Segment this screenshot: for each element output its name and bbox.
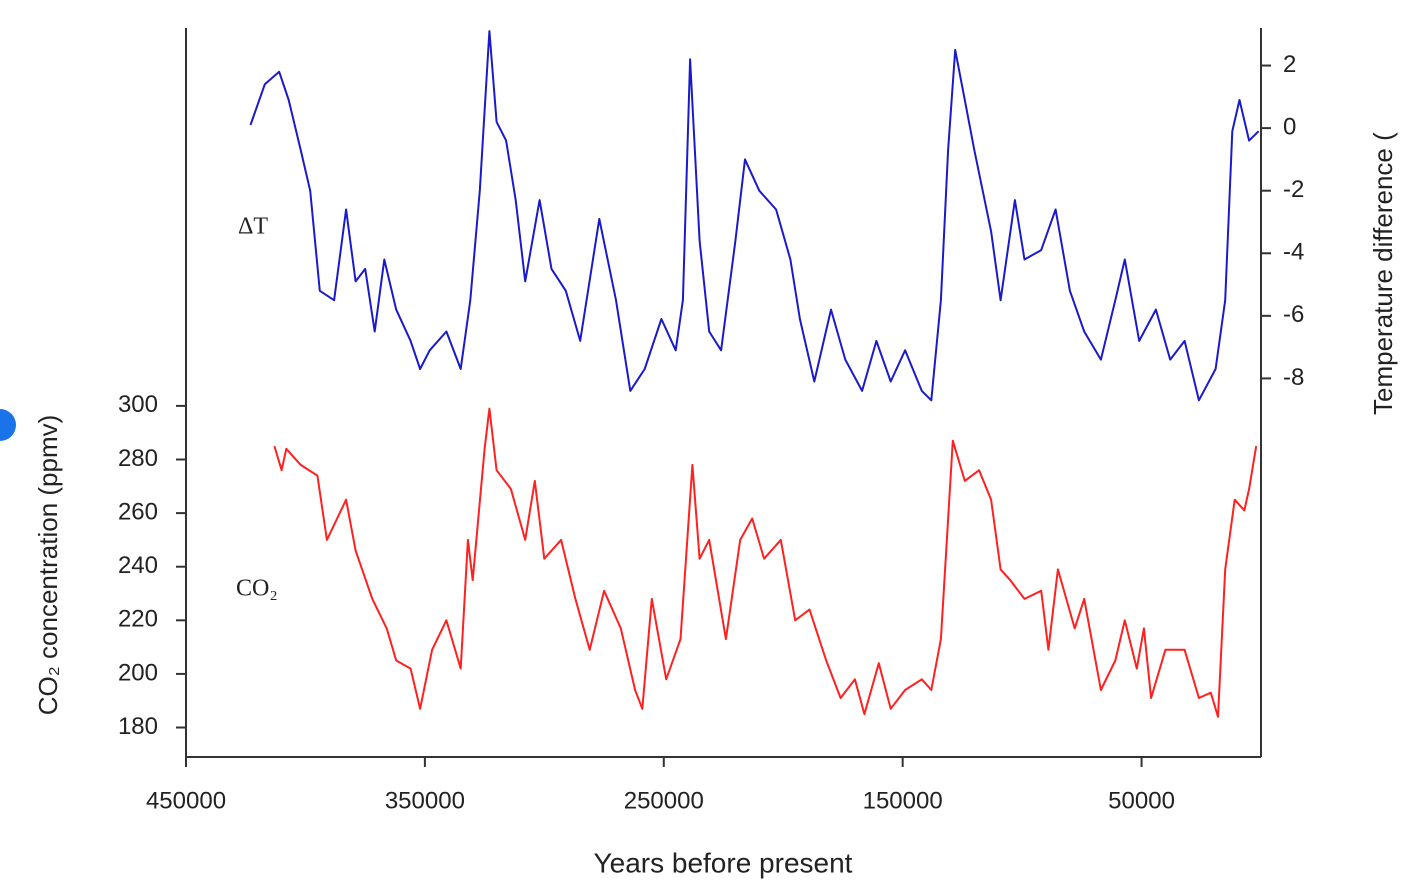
y-tick-label: 260 <box>118 498 158 525</box>
y2-tick-label: -2 <box>1283 176 1304 203</box>
y2-tick-label: 0 <box>1283 113 1296 140</box>
y-tick-label: 280 <box>118 445 158 472</box>
y2-axis-label: Temperature difference ( <box>1368 132 1398 415</box>
y-tick-label: 220 <box>118 606 158 633</box>
y-tick-label: 180 <box>118 713 158 740</box>
y2-tick-label: -8 <box>1283 364 1304 391</box>
annotation: ΔT <box>238 214 268 240</box>
x-tick-label: 250000 <box>624 787 704 814</box>
ui-dot <box>0 409 16 441</box>
x-tick-label: 350000 <box>385 787 465 814</box>
annotation: CO₂ <box>236 576 278 602</box>
series-line <box>273 407 1258 718</box>
y-tick-label: 200 <box>118 659 158 686</box>
y2-tick-label: 2 <box>1283 51 1296 78</box>
series-line <box>249 30 1260 402</box>
y2-tick-label: -4 <box>1283 239 1304 266</box>
y-tick-label: 240 <box>118 552 158 579</box>
y2-tick-label: -6 <box>1283 301 1304 328</box>
x-axis-label: Years before present <box>594 847 853 878</box>
x-tick-label: 150000 <box>863 787 943 814</box>
x-tick-label: 50000 <box>1108 787 1175 814</box>
y-axis-label: CO₂ concentration (ppmv) <box>33 415 63 716</box>
x-tick-label: 450000 <box>146 787 226 814</box>
y-tick-label: 300 <box>118 391 158 418</box>
